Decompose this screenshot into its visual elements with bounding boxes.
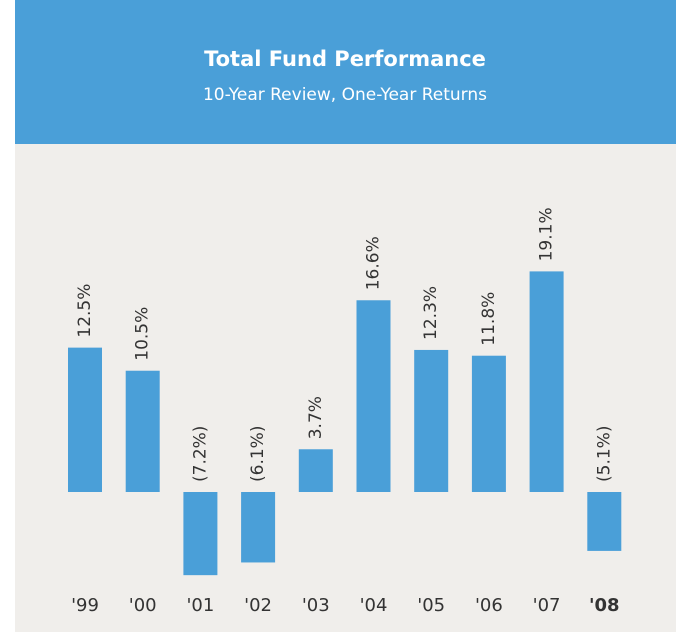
bar	[125, 370, 160, 492]
bar	[68, 347, 102, 492]
bar	[471, 355, 506, 492]
value-label: 12.3%	[421, 286, 441, 340]
value-label: 16.6%	[364, 236, 384, 290]
x-tick-label: '03	[302, 595, 330, 616]
value-label: 11.8%	[479, 292, 499, 346]
x-tick-label: '05	[417, 595, 445, 616]
x-tick-label: '07	[533, 595, 561, 616]
chart-title: Total Fund Performance	[204, 47, 486, 71]
x-tick-label: '04	[360, 595, 388, 616]
x-tick-label: '02	[244, 595, 272, 616]
value-label: 10.5%	[133, 307, 153, 361]
header-band	[15, 0, 676, 144]
value-label: 12.5%	[75, 284, 95, 338]
x-tick-label: '01	[186, 595, 214, 616]
bar	[356, 300, 391, 492]
chart-panel	[15, 144, 676, 632]
bar	[529, 271, 564, 492]
value-label: (5.1%)	[594, 426, 614, 482]
bar	[414, 349, 449, 492]
x-tick-label: '99	[71, 595, 99, 616]
chart-subtitle: 10-Year Review, One-Year Returns	[203, 85, 487, 105]
x-tick-label: '06	[475, 595, 503, 616]
x-tick-label: '08	[589, 595, 620, 616]
value-label: (6.1%)	[248, 426, 268, 482]
value-label: (7.2%)	[190, 426, 210, 482]
bar	[183, 492, 218, 576]
value-label: 3.7%	[306, 396, 326, 439]
value-label: 19.1%	[537, 207, 557, 261]
bar	[298, 449, 333, 492]
x-tick-label: '00	[129, 595, 157, 616]
bar	[241, 492, 276, 563]
bar	[587, 492, 622, 551]
